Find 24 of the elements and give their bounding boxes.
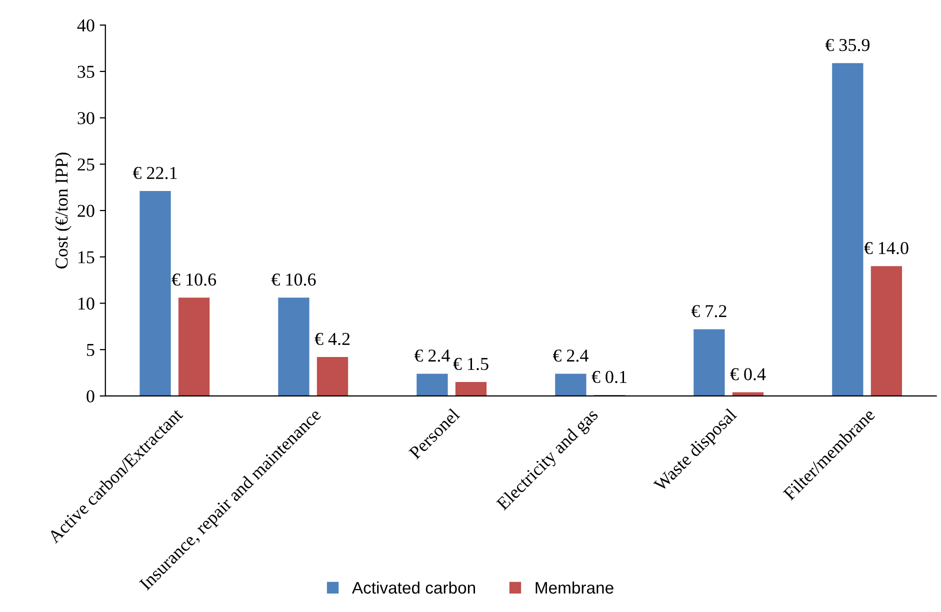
y-tick-label: 20 [78,204,94,217]
legend-label: Activated carbon [352,581,475,594]
data-label: € 7.2 [691,305,726,318]
data-label: € 2.4 [552,350,588,362]
y-tick-label: 35 [78,66,94,78]
data-label: € 35.9 [825,38,870,52]
data-label: € 1.5 [453,358,488,370]
data-label: € 22.1 [132,166,177,180]
y-tick-label: 40 [77,19,94,32]
data-label: € 2.4 [414,350,450,362]
y-tick-label: 25 [78,158,94,171]
y-axis-title: Cost (€/ton IPP) [54,152,72,268]
legend-label: Membrane [536,581,614,594]
y-tick-label: 10 [78,298,94,310]
y-tick-label: 30 [78,112,94,124]
data-label: € 4.2 [314,332,350,346]
data-label: € 10.6 [172,273,216,286]
data-label: € 0.4 [730,368,766,380]
data-label: € 14.0 [864,242,908,254]
y-tick-label: 5 [86,344,94,356]
y-tick-label: 0 [86,390,94,402]
y-tick-label: 15 [78,251,94,264]
data-label: € 10.6 [271,273,316,286]
data-label: € 0.1 [592,370,626,384]
